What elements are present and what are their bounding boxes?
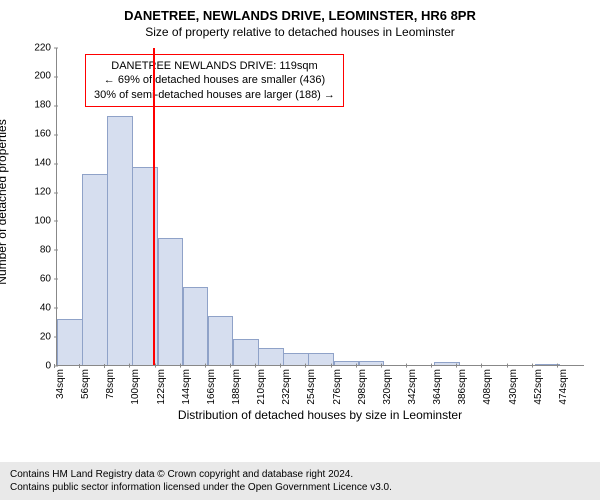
x-tick: 342sqm [407, 365, 418, 405]
x-tick: 320sqm [382, 365, 393, 405]
x-tick: 474sqm [558, 365, 569, 405]
x-tick: 276sqm [332, 365, 343, 405]
x-tick: 386sqm [457, 365, 468, 405]
y-tick: 120 [34, 187, 57, 198]
x-tick: 430sqm [508, 365, 519, 405]
histogram-bar [233, 339, 259, 365]
footer: Contains HM Land Registry data © Crown c… [0, 462, 600, 500]
x-axis-label: Distribution of detached houses by size … [56, 408, 584, 422]
y-tick: 160 [34, 129, 57, 140]
reference-line [153, 48, 155, 365]
x-tick: 452sqm [533, 365, 544, 405]
chart-title: DANETREE, NEWLANDS DRIVE, LEOMINSTER, HR… [0, 0, 600, 23]
histogram-bar [57, 319, 83, 365]
x-tick: 100sqm [130, 365, 141, 405]
footer-line-1: Contains HM Land Registry data © Crown c… [10, 468, 590, 481]
footer-line-2: Contains public sector information licen… [10, 481, 590, 494]
y-tick: 200 [34, 71, 57, 82]
x-tick: 408sqm [482, 365, 493, 405]
y-tick: 40 [40, 302, 57, 313]
x-tick: 298sqm [357, 365, 368, 405]
y-tick: 100 [34, 215, 57, 226]
y-tick: 220 [34, 42, 57, 53]
x-tick: 144sqm [181, 365, 192, 405]
x-tick: 188sqm [231, 365, 242, 405]
chart-subtitle: Size of property relative to detached ho… [0, 23, 600, 43]
y-tick: 20 [40, 331, 57, 342]
histogram-bar [183, 287, 209, 365]
histogram-bar [158, 238, 184, 365]
chart-container: Number of detached properties DANETREE N… [0, 42, 600, 432]
histogram-bar [107, 116, 133, 365]
x-tick: 210sqm [256, 365, 267, 405]
x-tick: 56sqm [80, 365, 91, 399]
histogram-bar [258, 348, 284, 365]
plot-area: DANETREE NEWLANDS DRIVE: 119sqm ← 69% of… [56, 48, 584, 366]
x-tick: 78sqm [105, 365, 116, 399]
histogram-bar [208, 316, 234, 365]
annotation-line-3: 30% of semi-detached houses are larger (… [94, 88, 335, 102]
histogram-bar [82, 174, 108, 365]
x-tick: 254sqm [306, 365, 317, 405]
x-tick: 364sqm [432, 365, 443, 405]
y-tick: 140 [34, 158, 57, 169]
annotation-box: DANETREE NEWLANDS DRIVE: 119sqm ← 69% of… [85, 54, 344, 107]
y-tick: 80 [40, 244, 57, 255]
x-tick: 34sqm [55, 365, 66, 399]
x-tick: 122sqm [156, 365, 167, 405]
annotation-line-1: DANETREE NEWLANDS DRIVE: 119sqm [94, 59, 335, 73]
x-tick: 166sqm [206, 365, 217, 405]
y-tick: 180 [34, 100, 57, 111]
annotation-line-2: ← 69% of detached houses are smaller (43… [94, 73, 335, 87]
y-tick: 60 [40, 273, 57, 284]
x-tick: 232sqm [281, 365, 292, 405]
